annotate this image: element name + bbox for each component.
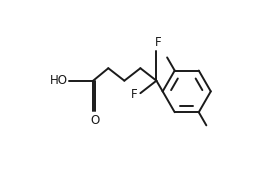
- Text: HO: HO: [50, 74, 68, 87]
- Text: F: F: [155, 36, 162, 49]
- Text: O: O: [90, 114, 99, 127]
- Text: F: F: [131, 88, 138, 101]
